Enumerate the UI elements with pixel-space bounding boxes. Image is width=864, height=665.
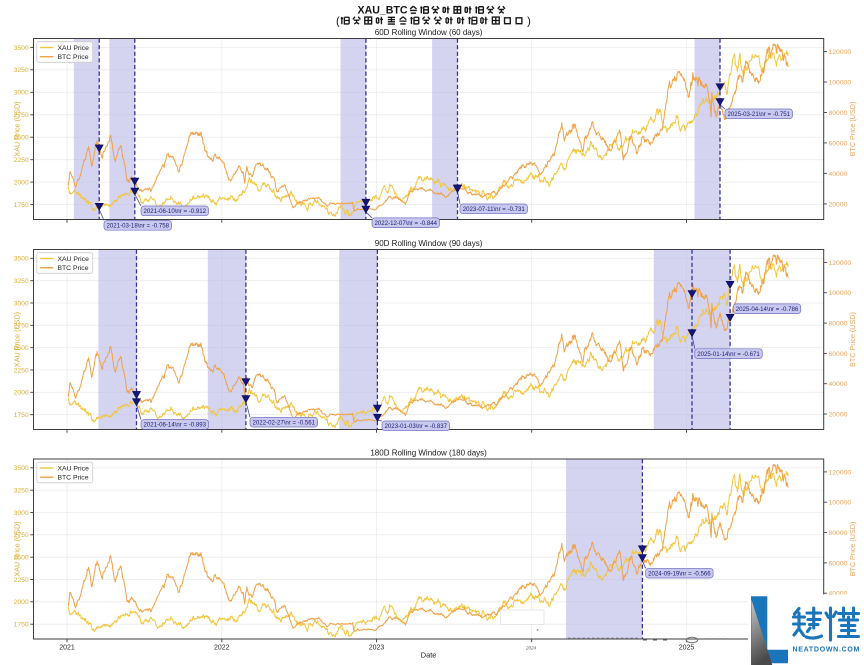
svg-text:2023-01-03\nr = -0.837: 2023-01-03\nr = -0.837 [385, 423, 448, 430]
svg-text:2024: 2024 [525, 646, 537, 651]
svg-text:2000: 2000 [14, 599, 29, 606]
svg-text:2021-03-18\nr = -0.758: 2021-03-18\nr = -0.758 [107, 223, 170, 230]
svg-text:3250: 3250 [14, 278, 29, 285]
svg-text:2500: 2500 [14, 345, 29, 352]
svg-text:2022-12-07\nr = -0.844: 2022-12-07\nr = -0.844 [375, 220, 438, 227]
svg-text:NEATDOWN.COM: NEATDOWN.COM [793, 647, 861, 654]
svg-text:3000: 3000 [14, 300, 29, 307]
svg-text:3500: 3500 [14, 45, 29, 52]
svg-text:2750: 2750 [14, 323, 29, 330]
svg-text:BTC Price: BTC Price [58, 54, 89, 61]
svg-text:60000: 60000 [829, 560, 848, 567]
svg-text:120000: 120000 [829, 260, 852, 267]
svg-text:XAU_BTC: XAU_BTC [358, 5, 408, 17]
svg-text:1750: 1750 [14, 412, 29, 419]
svg-text:2500: 2500 [14, 555, 29, 562]
svg-text:2021-06-10\nr = -0.912: 2021-06-10\nr = -0.912 [144, 208, 207, 215]
svg-text:2000: 2000 [14, 390, 29, 397]
svg-text:60000: 60000 [829, 351, 848, 358]
svg-text:180D Rolling Window (180 days): 180D Rolling Window (180 days) [370, 449, 487, 458]
svg-text:XAU Price (USD): XAU Price (USD) [13, 101, 22, 156]
svg-text:3250: 3250 [14, 488, 29, 495]
svg-text:20000: 20000 [829, 411, 848, 418]
svg-text:XAU Price (USD): XAU Price (USD) [13, 312, 22, 367]
svg-text:2250: 2250 [14, 157, 29, 164]
svg-text:XAU Price: XAU Price [58, 465, 90, 472]
svg-text:2750: 2750 [14, 532, 29, 539]
svg-text:40000: 40000 [829, 591, 848, 598]
svg-text:80000: 80000 [829, 110, 848, 117]
svg-text:BTC Price: BTC Price [58, 265, 89, 272]
svg-text:2025-01-14\nr = -0.671: 2025-01-14\nr = -0.671 [697, 351, 760, 358]
svg-text:XAU Price: XAU Price [58, 45, 90, 52]
svg-text:20000: 20000 [829, 201, 848, 208]
svg-text:2000: 2000 [14, 180, 29, 187]
svg-text:2022: 2022 [214, 644, 230, 651]
svg-text:120000: 120000 [829, 49, 852, 56]
svg-text:3000: 3000 [14, 90, 29, 97]
svg-text:40000: 40000 [829, 381, 848, 388]
svg-text:1750: 1750 [14, 202, 29, 209]
svg-text:): ) [527, 15, 531, 27]
svg-text:2025: 2025 [679, 644, 695, 651]
svg-text:2021-06-14\nr = -0.893: 2021-06-14\nr = -0.893 [144, 422, 207, 429]
svg-text:100000: 100000 [829, 79, 852, 86]
svg-text:90D Rolling Window (90 days): 90D Rolling Window (90 days) [375, 239, 483, 248]
svg-text:2250: 2250 [14, 577, 29, 584]
svg-text:60D Rolling Window (60 days): 60D Rolling Window (60 days) [375, 28, 483, 37]
svg-text:BTC Price (USD): BTC Price (USD) [848, 102, 857, 157]
svg-text:2250: 2250 [14, 367, 29, 374]
svg-text:100000: 100000 [829, 500, 852, 507]
svg-text:80000: 80000 [829, 530, 848, 537]
svg-text:120000: 120000 [829, 469, 852, 476]
svg-text:XAU Price (USD): XAU Price (USD) [13, 521, 22, 576]
svg-text:3500: 3500 [14, 256, 29, 263]
svg-text:2024-09-19\nr = -0.566: 2024-09-19\nr = -0.566 [648, 570, 711, 577]
svg-text:Date: Date [421, 651, 437, 660]
svg-text:2023: 2023 [369, 644, 385, 651]
svg-text:BTC Price: BTC Price [58, 475, 89, 482]
svg-text:BTC Price (USD): BTC Price (USD) [848, 312, 857, 367]
svg-text:2021: 2021 [59, 644, 75, 651]
svg-text:1750: 1750 [14, 622, 29, 629]
svg-text:2022-02-27\nr = -0.561: 2022-02-27\nr = -0.561 [253, 419, 316, 426]
svg-text:2025-03-21\nr = -0.751: 2025-03-21\nr = -0.751 [728, 111, 791, 118]
svg-text:100000: 100000 [829, 290, 852, 297]
svg-text:BTC Price (USD): BTC Price (USD) [848, 522, 857, 577]
svg-text:3000: 3000 [14, 510, 29, 517]
svg-text:(: ( [336, 15, 340, 27]
svg-text:2025-04-14\nr = -0.786: 2025-04-14\nr = -0.786 [736, 306, 799, 313]
svg-text:3250: 3250 [14, 67, 29, 74]
svg-text:2750: 2750 [14, 112, 29, 119]
svg-text:XAU Price: XAU Price [58, 256, 90, 263]
svg-text:3500: 3500 [14, 465, 29, 472]
svg-text:60000: 60000 [829, 140, 848, 147]
svg-text:2500: 2500 [14, 135, 29, 142]
svg-text:80000: 80000 [829, 321, 848, 328]
svg-text:2023-07-11\nr = -0.731: 2023-07-11\nr = -0.731 [463, 206, 526, 213]
svg-text:40000: 40000 [829, 171, 848, 178]
